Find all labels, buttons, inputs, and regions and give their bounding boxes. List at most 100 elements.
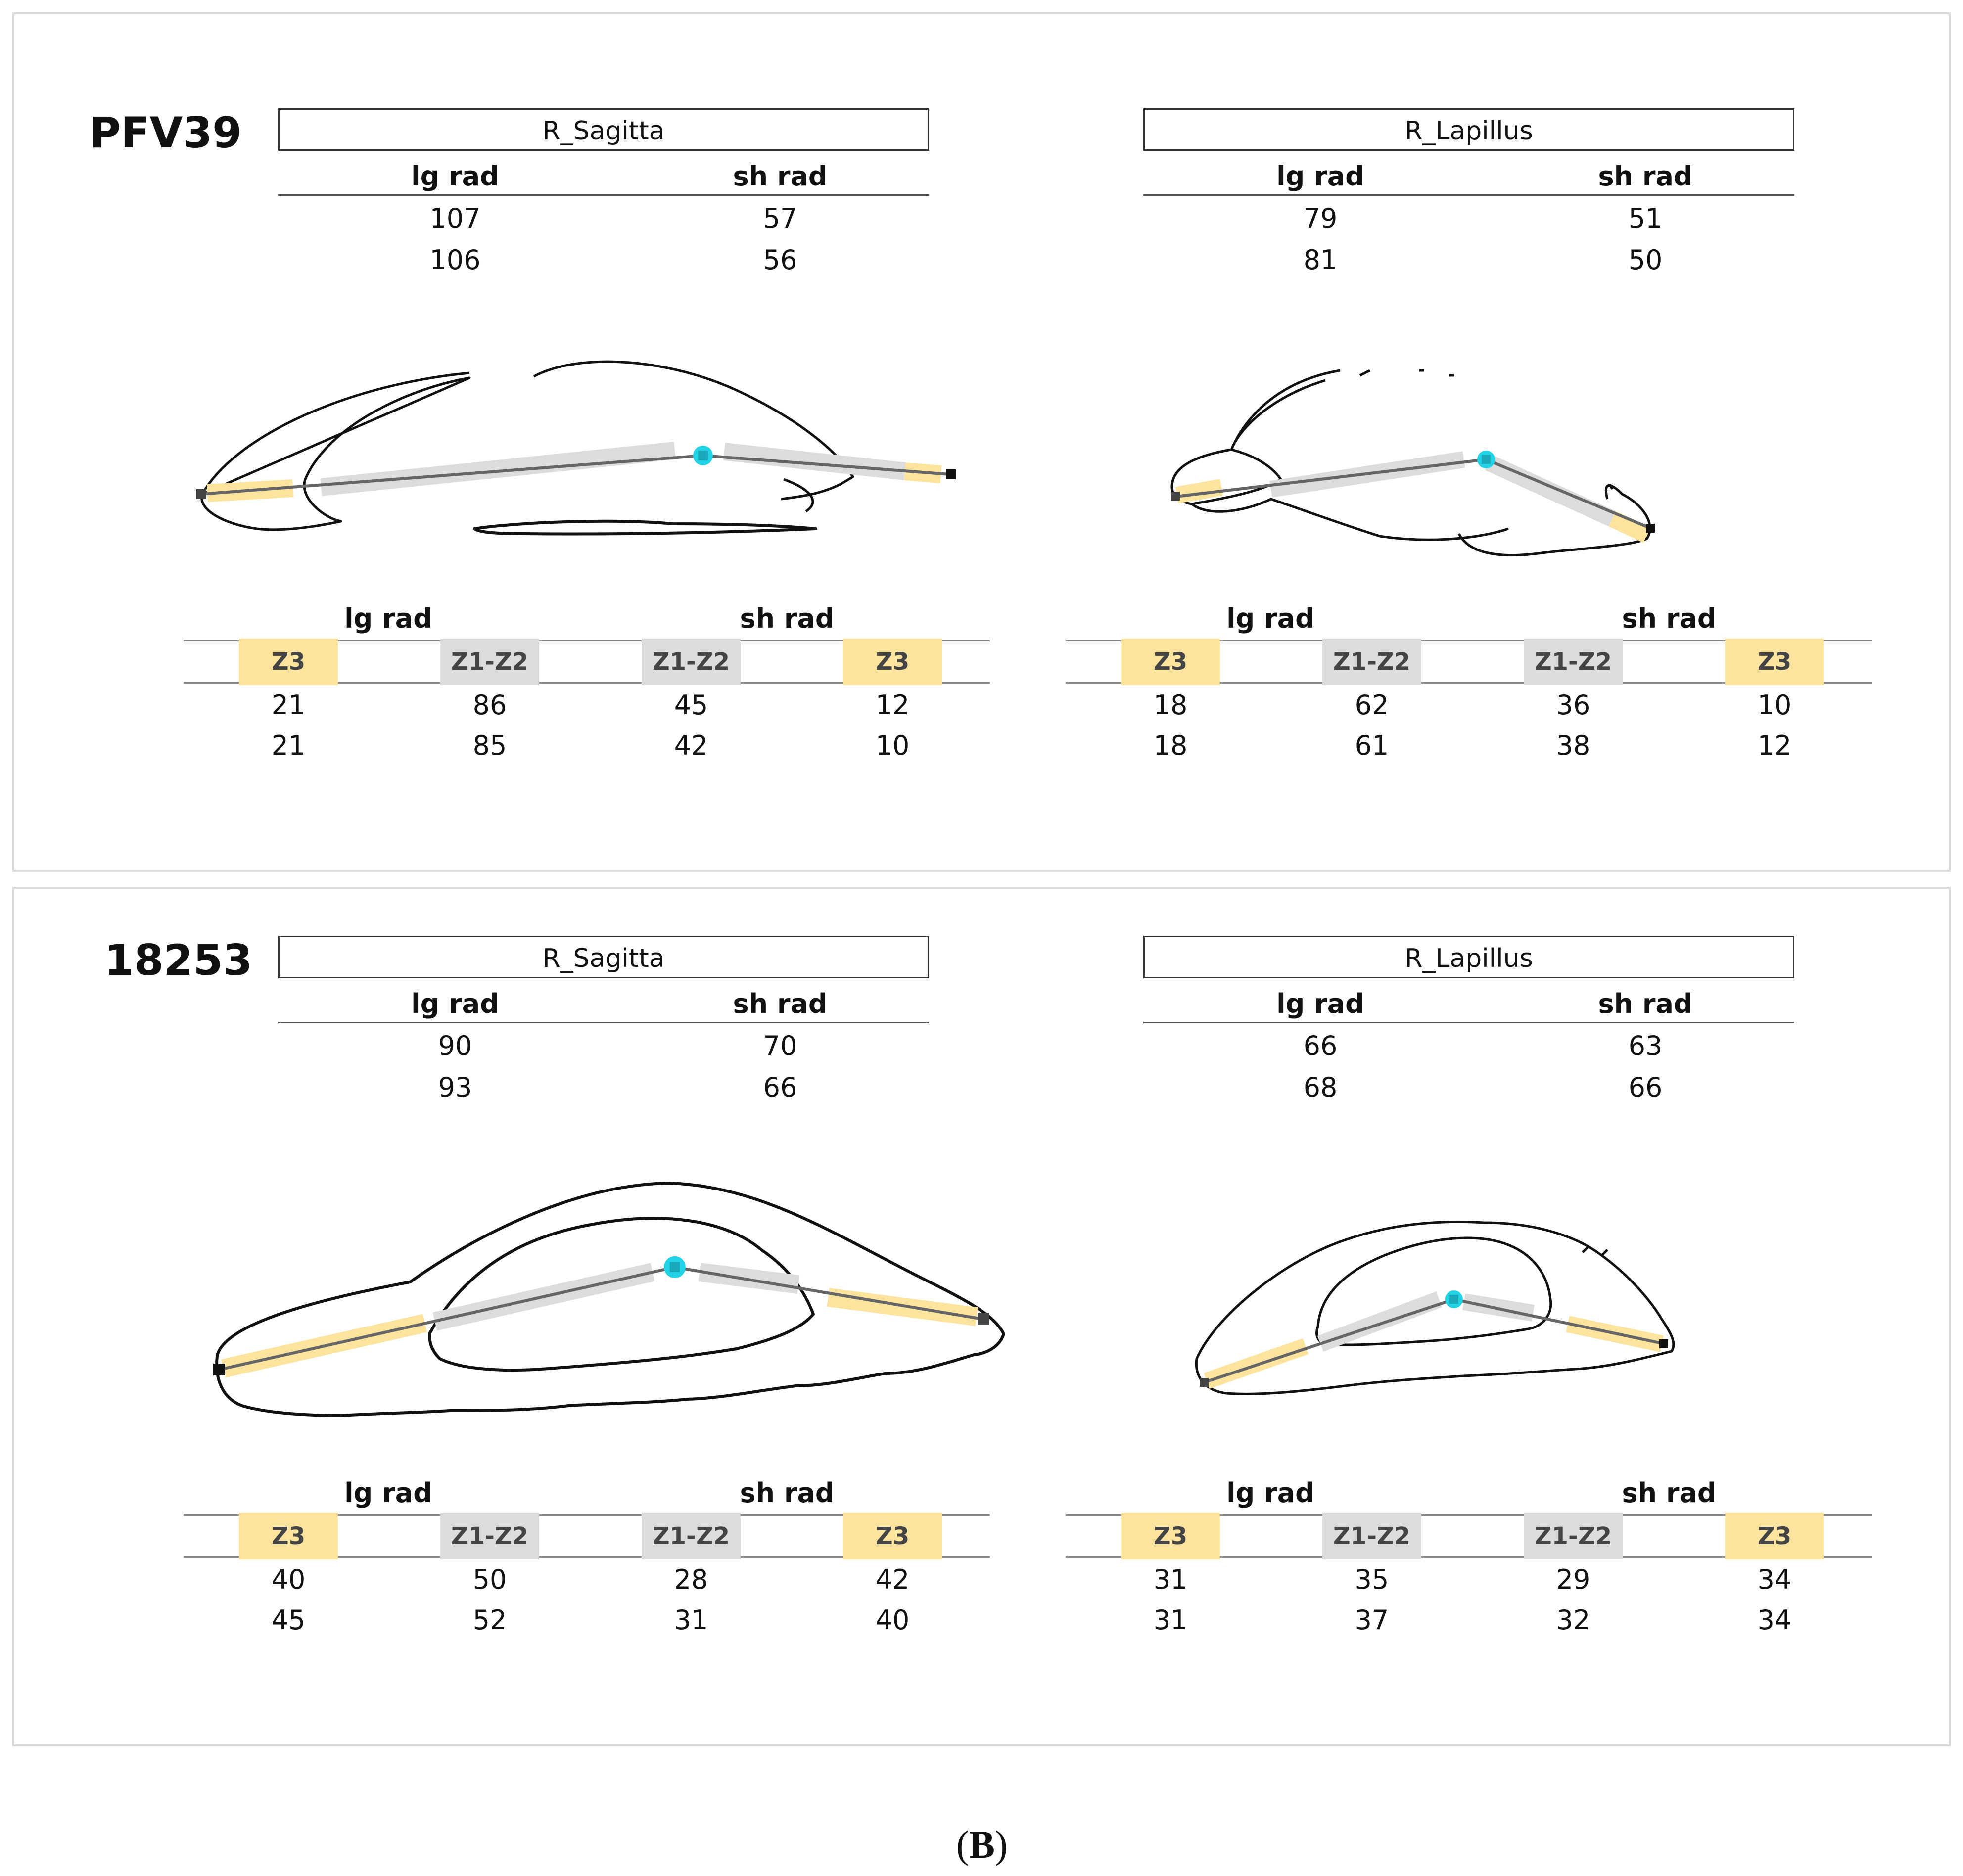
sagitta-otolith-drawing bbox=[213, 1182, 1005, 1417]
table-row: 31 37 32 34 bbox=[1066, 1599, 1872, 1639]
value-cell: 42 bbox=[875, 1564, 910, 1595]
header-lg-rad: lg rad bbox=[411, 161, 499, 192]
table-title: R_Lapillus bbox=[1143, 108, 1794, 151]
measurement-bands bbox=[1171, 451, 1655, 543]
measurement-bands bbox=[213, 1256, 989, 1378]
zone-z1-z2-badge: Z1-Z2 bbox=[642, 639, 741, 685]
value-cell: 93 bbox=[438, 1072, 472, 1103]
value-cell: 36 bbox=[1556, 689, 1590, 721]
otolith-outline bbox=[1195, 1220, 1675, 1395]
header-lg-rad: lg rad bbox=[1276, 988, 1364, 1019]
zone-header-row: Z3 Z1-Z2 Z1-Z2 Z3 bbox=[1066, 1513, 1872, 1559]
value-cell: 35 bbox=[1355, 1564, 1389, 1595]
value-cell: 56 bbox=[763, 244, 797, 275]
value-cell: 28 bbox=[674, 1564, 708, 1595]
zone-group-row: lg rad sh rad bbox=[184, 598, 990, 640]
table-row: 66 63 bbox=[1143, 1023, 1794, 1065]
value-cell: 18 bbox=[1153, 730, 1188, 761]
zone-z3-badge: Z3 bbox=[1121, 639, 1220, 685]
zone-header-row: Z3 Z1-Z2 Z1-Z2 Z3 bbox=[1066, 639, 1872, 685]
value-cell: 31 bbox=[1153, 1604, 1188, 1636]
zone-z3-badge: Z3 bbox=[1725, 639, 1824, 685]
value-cell: 29 bbox=[1556, 1564, 1590, 1595]
table-row: 18 61 38 12 bbox=[1066, 724, 1872, 765]
table-title: R_Lapillus bbox=[1143, 936, 1794, 978]
lapillus-zone-table: lg rad sh rad Z3 Z1-Z2 Z1-Z2 Z3 18 62 36… bbox=[1066, 598, 1872, 765]
figure-label-close: ) bbox=[995, 1823, 1008, 1866]
sagitta-otolith-drawing bbox=[196, 360, 956, 536]
table-header-row: lg rad sh rad bbox=[278, 151, 929, 196]
value-cell: 52 bbox=[472, 1604, 507, 1636]
value-cell: 61 bbox=[1355, 730, 1389, 761]
value-cell: 34 bbox=[1757, 1564, 1792, 1595]
measurement-bands bbox=[196, 442, 956, 502]
value-cell: 107 bbox=[429, 203, 481, 234]
table-header-row: lg rad sh rad bbox=[278, 978, 929, 1023]
zone-header-row: Z3 Z1-Z2 Z1-Z2 Z3 bbox=[184, 639, 990, 685]
value-cell: 10 bbox=[1757, 689, 1792, 721]
value-cell: 32 bbox=[1556, 1604, 1590, 1636]
otolith-outline bbox=[1170, 369, 1651, 557]
zone-z3-badge: Z3 bbox=[843, 1513, 942, 1559]
zone-header-row: Z3 Z1-Z2 Z1-Z2 Z3 bbox=[184, 1513, 990, 1559]
table-row: 40 50 28 42 bbox=[184, 1558, 990, 1599]
specimen-id: PFV39 bbox=[90, 108, 242, 158]
value-cell: 31 bbox=[674, 1604, 708, 1636]
table-title: R_Sagitta bbox=[278, 108, 929, 151]
otolith-outline bbox=[200, 360, 854, 536]
value-cell: 12 bbox=[875, 689, 910, 721]
lapillus-zone-table: lg rad sh rad Z3 Z1-Z2 Z1-Z2 Z3 31 35 29… bbox=[1066, 1472, 1872, 1639]
zone-z3-badge: Z3 bbox=[1121, 1513, 1220, 1559]
value-cell: 63 bbox=[1628, 1030, 1663, 1061]
value-cell: 85 bbox=[472, 730, 507, 761]
zone-z3-badge: Z3 bbox=[1725, 1513, 1824, 1559]
table-row: 21 86 45 12 bbox=[184, 684, 990, 724]
group-lg-rad: lg rad bbox=[344, 603, 432, 634]
value-cell: 45 bbox=[271, 1604, 306, 1636]
header-sh-rad: sh rad bbox=[733, 161, 828, 192]
table-row: 81 50 bbox=[1143, 237, 1794, 279]
group-lg-rad: lg rad bbox=[344, 1477, 432, 1509]
value-cell: 12 bbox=[1757, 730, 1792, 761]
value-cell: 34 bbox=[1757, 1604, 1792, 1636]
lapillus-radius-table: R_Lapillus lg rad sh rad 66 63 68 66 bbox=[1143, 936, 1794, 1106]
group-lg-rad: lg rad bbox=[1226, 1477, 1314, 1509]
value-cell: 79 bbox=[1303, 203, 1338, 234]
zone-z3-badge: Z3 bbox=[239, 639, 338, 685]
value-cell: 31 bbox=[1153, 1564, 1188, 1595]
value-cell: 18 bbox=[1153, 689, 1188, 721]
group-sh-rad: sh rad bbox=[1622, 603, 1717, 634]
value-cell: 40 bbox=[875, 1604, 910, 1636]
otolith-outline bbox=[215, 1182, 1005, 1417]
table-row: 79 51 bbox=[1143, 196, 1794, 237]
value-cell: 10 bbox=[875, 730, 910, 761]
value-cell: 50 bbox=[1628, 244, 1663, 275]
figure-label-open: ( bbox=[956, 1823, 969, 1866]
value-cell: 57 bbox=[763, 203, 797, 234]
zone-group-row: lg rad sh rad bbox=[184, 1472, 990, 1514]
group-sh-rad: sh rad bbox=[740, 603, 835, 634]
zone-z1-z2-badge: Z1-Z2 bbox=[440, 1513, 539, 1559]
figure-label-letter: B bbox=[969, 1823, 995, 1866]
table-row: 93 66 bbox=[278, 1065, 929, 1106]
value-cell: 45 bbox=[674, 689, 708, 721]
header-sh-rad: sh rad bbox=[733, 988, 828, 1019]
value-cell: 51 bbox=[1628, 203, 1663, 234]
zone-z3-badge: Z3 bbox=[239, 1513, 338, 1559]
value-cell: 66 bbox=[1303, 1030, 1338, 1061]
sagitta-radius-table: R_Sagitta lg rad sh rad 90 70 93 66 bbox=[278, 936, 929, 1106]
value-cell: 81 bbox=[1303, 244, 1338, 275]
table-row: 21 85 42 10 bbox=[184, 724, 990, 765]
zone-group-row: lg rad sh rad bbox=[1066, 598, 1872, 640]
value-cell: 106 bbox=[429, 244, 481, 275]
zone-z1-z2-badge: Z1-Z2 bbox=[642, 1513, 741, 1559]
sagitta-zone-table: lg rad sh rad Z3 Z1-Z2 Z1-Z2 Z3 40 50 28… bbox=[184, 1472, 990, 1639]
lapillus-otolith-drawing bbox=[1195, 1220, 1675, 1395]
value-cell: 21 bbox=[271, 689, 306, 721]
zone-z1-z2-badge: Z1-Z2 bbox=[440, 639, 539, 685]
table-header-row: lg rad sh rad bbox=[1143, 978, 1794, 1023]
table-row: 18 62 36 10 bbox=[1066, 684, 1872, 724]
header-sh-rad: sh rad bbox=[1598, 161, 1693, 192]
lapillus-otolith-drawing bbox=[1170, 369, 1655, 557]
value-cell: 86 bbox=[472, 689, 507, 721]
